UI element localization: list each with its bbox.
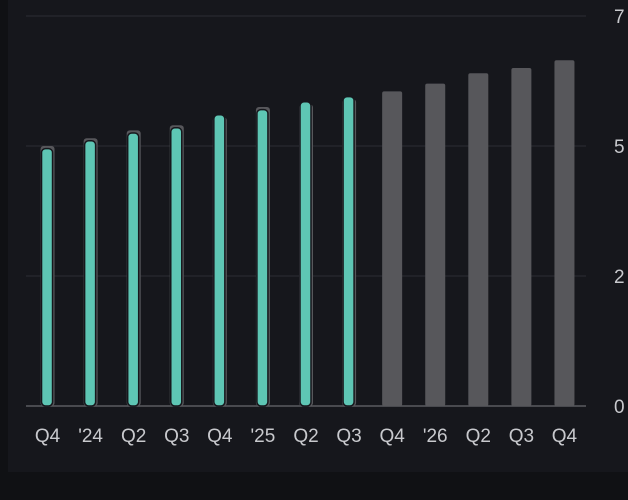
y-tick-label: 0 [614,397,625,418]
bar-layer [40,60,575,407]
x-tick-label: Q3 [336,426,361,447]
actual-bar [342,95,355,407]
x-tick-layer: Q4 '24 Q2 Q3 Q4 '25 Q2 Q3 Q4 '26 Q2 Q3 Q4 [35,426,578,447]
estimate-bar [382,91,403,407]
estimate-bar [425,83,446,406]
x-tick-label: '26 [423,426,448,447]
x-tick-label: Q2 [121,426,146,447]
actual-bar [83,140,97,407]
x-tick-label: '24 [78,426,103,447]
x-tick-label: Q4 [379,426,405,447]
y-tick-label: 2 [614,267,625,288]
x-tick-label: Q3 [164,426,189,447]
actual-bar [170,127,183,407]
y-tick-label: 7 [614,7,625,28]
x-tick-label: Q2 [293,426,318,447]
estimate-bar [468,73,489,406]
estimate-bar [554,60,575,406]
x-tick-label: Q2 [466,426,491,447]
actual-bar [40,147,54,407]
x-tick-label: Q4 [207,426,233,447]
x-tick-label: Q4 [552,426,578,447]
x-tick-label: Q3 [509,426,534,447]
x-tick-label: '25 [251,426,276,447]
y-tick-label: 5 [614,137,625,158]
estimate-bar [511,68,532,406]
x-tick-label: Q4 [35,426,61,447]
actual-bar [256,108,269,407]
actual-bar [126,132,140,407]
y-tick-layer: 7 5 2 0 [614,7,625,418]
actual-bar [299,101,312,407]
actual-bar [213,114,226,407]
